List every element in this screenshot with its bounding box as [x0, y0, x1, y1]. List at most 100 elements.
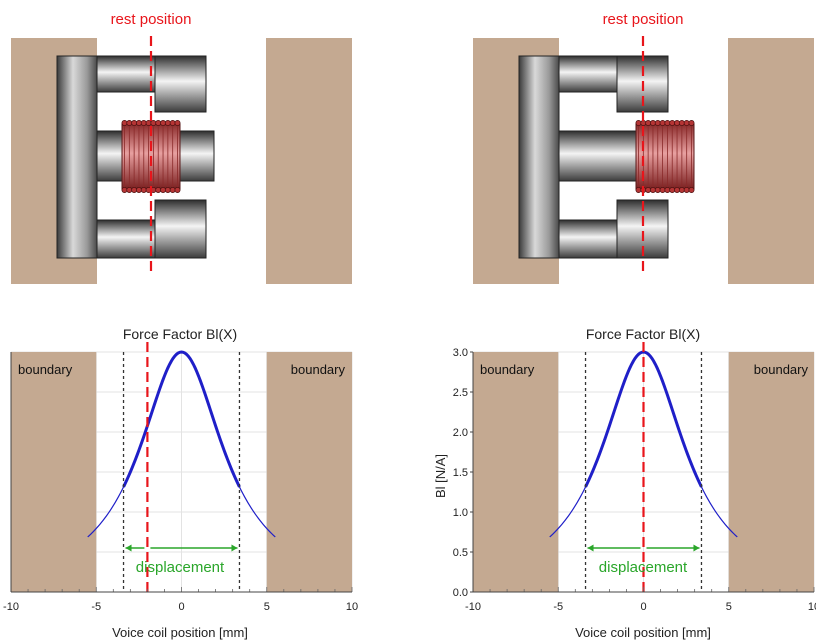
- coil-wire-bottom: [664, 187, 671, 193]
- displacement-arrow-left-head: [587, 544, 594, 552]
- coil-wire-top: [126, 120, 133, 126]
- boundary-label-right: boundary: [291, 362, 346, 377]
- voice-coil: [635, 120, 695, 193]
- y-axis-label: Bl [N/A]: [433, 454, 448, 498]
- displacement-arrow-right-head: [231, 544, 238, 552]
- coil-wire-top: [640, 120, 647, 126]
- coil-wire-bottom: [659, 187, 666, 193]
- boundary-area-right: [728, 352, 814, 592]
- coil-body: [635, 123, 695, 190]
- x-axis-label: Voice coil position [mm]: [575, 625, 711, 640]
- coil-wire-top: [683, 120, 690, 126]
- coil-wire-bottom: [654, 187, 661, 193]
- y-tick-label: 1.5: [453, 467, 468, 479]
- magnet-frame: [56, 55, 98, 259]
- y-tick-label: 0.0: [453, 587, 468, 599]
- coil-wire-bottom: [140, 187, 147, 193]
- coil-wire-bottom: [683, 187, 690, 193]
- x-axis-label: Voice coil position [mm]: [112, 625, 248, 640]
- coil-wire-top: [150, 120, 157, 126]
- coil-wire-bottom: [678, 187, 685, 193]
- bottom-pole-piece: [154, 199, 207, 259]
- magnet-frame: [518, 55, 560, 259]
- x-tick-label: -5: [553, 601, 563, 613]
- x-tick-label: 5: [726, 601, 732, 613]
- y-tick-label: 1.0: [453, 507, 468, 519]
- force-factor-chart-right: Force Factor Bl(X) Voice coil position […: [433, 326, 816, 640]
- coil-wire-bottom: [160, 187, 166, 193]
- bl-curve-thick: [122, 350, 241, 488]
- top-pole-piece: [154, 55, 207, 113]
- bottom-plate: [96, 219, 158, 259]
- coil-wire-top: [678, 120, 685, 126]
- force-factor-chart-left: Force Factor Bl(X) Voice coil position […: [3, 326, 358, 640]
- coil-wire-bottom: [635, 187, 642, 193]
- x-tick-label: 10: [808, 601, 816, 613]
- y-tick-label: 0.5: [453, 547, 468, 559]
- boundary-block-right: [266, 38, 352, 284]
- boundary-label-left: boundary: [18, 362, 73, 377]
- x-tick-label: -5: [91, 601, 101, 613]
- coil-wire-top: [635, 120, 642, 126]
- coil-wire-top: [669, 120, 676, 126]
- coil-wire-top: [654, 120, 661, 126]
- chart-title: Force Factor Bl(X): [586, 326, 700, 342]
- boundary-label-right: boundary: [754, 362, 809, 377]
- motor-diagram-right: rest position: [473, 11, 814, 284]
- boundary-area-left: [473, 352, 559, 592]
- coil-wire-top: [136, 120, 142, 126]
- coil-wire-top: [169, 120, 176, 126]
- chart-title: Force Factor Bl(X): [123, 326, 237, 342]
- coil-wire-top: [645, 120, 652, 126]
- x-tick-label: 0: [178, 601, 184, 613]
- coil-wire-bottom: [121, 187, 128, 193]
- x-tick-label: -10: [465, 601, 481, 613]
- coil-wire-top: [688, 120, 695, 126]
- coil-wire-top: [131, 120, 138, 126]
- y-tick-label: 3.0: [453, 347, 468, 359]
- coil-wire-top: [160, 120, 166, 126]
- y-tick-label: 2.5: [453, 387, 468, 399]
- coil-wire-top: [674, 120, 680, 126]
- coil-wire-bottom: [169, 187, 176, 193]
- coil-wire-top: [121, 120, 128, 126]
- coil-wire-bottom: [126, 187, 133, 193]
- top-plate: [96, 55, 158, 93]
- coil-wire-top: [659, 120, 666, 126]
- x-tick-label: 10: [346, 601, 358, 613]
- displacement-label: displacement: [599, 559, 688, 576]
- bottom-plate: [558, 219, 620, 259]
- coil-wire-bottom: [688, 187, 695, 193]
- rest-position-label: rest position: [603, 11, 684, 28]
- coil-wire-top: [145, 120, 152, 126]
- rest-position-label: rest position: [111, 11, 192, 28]
- coil-wire-bottom: [136, 187, 142, 193]
- boundary-label-left: boundary: [480, 362, 535, 377]
- coil-wire-bottom: [645, 187, 652, 193]
- x-tick-label: 0: [640, 601, 646, 613]
- coil-wire-bottom: [164, 187, 171, 193]
- coil-wire-bottom: [131, 187, 138, 193]
- coil-wire-bottom: [669, 187, 676, 193]
- coil-wire-top: [140, 120, 147, 126]
- boundary-area-right: [266, 352, 352, 592]
- coil-wire-top: [155, 120, 162, 126]
- coil-wire-top: [650, 120, 656, 126]
- displacement-arrow-right-head: [693, 544, 700, 552]
- boundary-block-right: [728, 38, 814, 284]
- coil-wire-bottom: [174, 187, 181, 193]
- top-plate: [558, 55, 620, 93]
- motor-diagram-left: rest position: [11, 11, 352, 284]
- coil-wire-bottom: [650, 187, 656, 193]
- coil-wire-top: [174, 120, 181, 126]
- coil-wire-top: [164, 120, 171, 126]
- coil-wire-bottom: [674, 187, 680, 193]
- x-tick-label: -10: [3, 601, 19, 613]
- x-tick-label: 5: [264, 601, 270, 613]
- coil-wire-top: [664, 120, 671, 126]
- coil-wire-bottom: [155, 187, 162, 193]
- displacement-arrow-left-head: [125, 544, 132, 552]
- y-tick-label: 2.0: [453, 427, 468, 439]
- boundary-area-left: [11, 352, 97, 592]
